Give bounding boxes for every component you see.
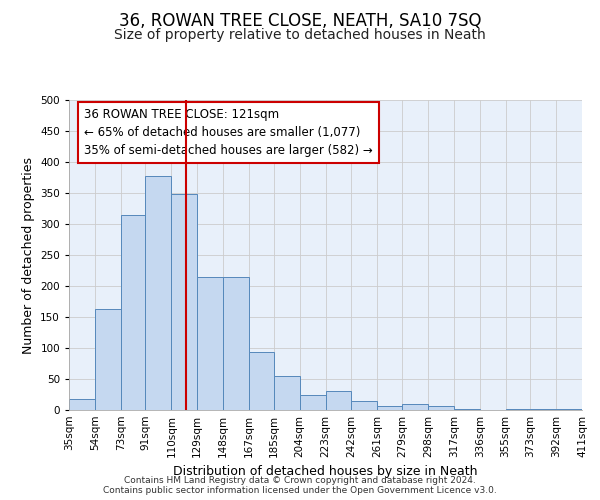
Y-axis label: Number of detached properties: Number of detached properties <box>22 156 35 354</box>
Bar <box>145 176 172 410</box>
Text: Contains public sector information licensed under the Open Government Licence v3: Contains public sector information licen… <box>103 486 497 495</box>
Bar <box>249 352 274 410</box>
Bar <box>121 214 145 410</box>
Bar <box>95 309 121 410</box>
Bar <box>352 400 377 410</box>
Text: Size of property relative to detached houses in Neath: Size of property relative to detached ho… <box>114 28 486 42</box>
Bar <box>454 409 479 410</box>
Text: Contains HM Land Registry data © Crown copyright and database right 2024.: Contains HM Land Registry data © Crown c… <box>124 476 476 485</box>
Bar <box>69 399 95 410</box>
Bar <box>223 276 249 410</box>
Text: 36 ROWAN TREE CLOSE: 121sqm
← 65% of detached houses are smaller (1,077)
35% of : 36 ROWAN TREE CLOSE: 121sqm ← 65% of det… <box>85 108 373 157</box>
Bar <box>530 409 556 410</box>
Bar <box>172 194 197 410</box>
Bar <box>325 392 352 410</box>
Bar <box>428 406 454 410</box>
Bar <box>377 406 402 410</box>
X-axis label: Distribution of detached houses by size in Neath: Distribution of detached houses by size … <box>173 466 478 478</box>
Text: 36, ROWAN TREE CLOSE, NEATH, SA10 7SQ: 36, ROWAN TREE CLOSE, NEATH, SA10 7SQ <box>119 12 481 30</box>
Bar <box>299 394 325 410</box>
Bar <box>197 276 223 410</box>
Bar <box>506 409 530 410</box>
Bar <box>402 404 428 410</box>
Bar <box>274 376 299 410</box>
